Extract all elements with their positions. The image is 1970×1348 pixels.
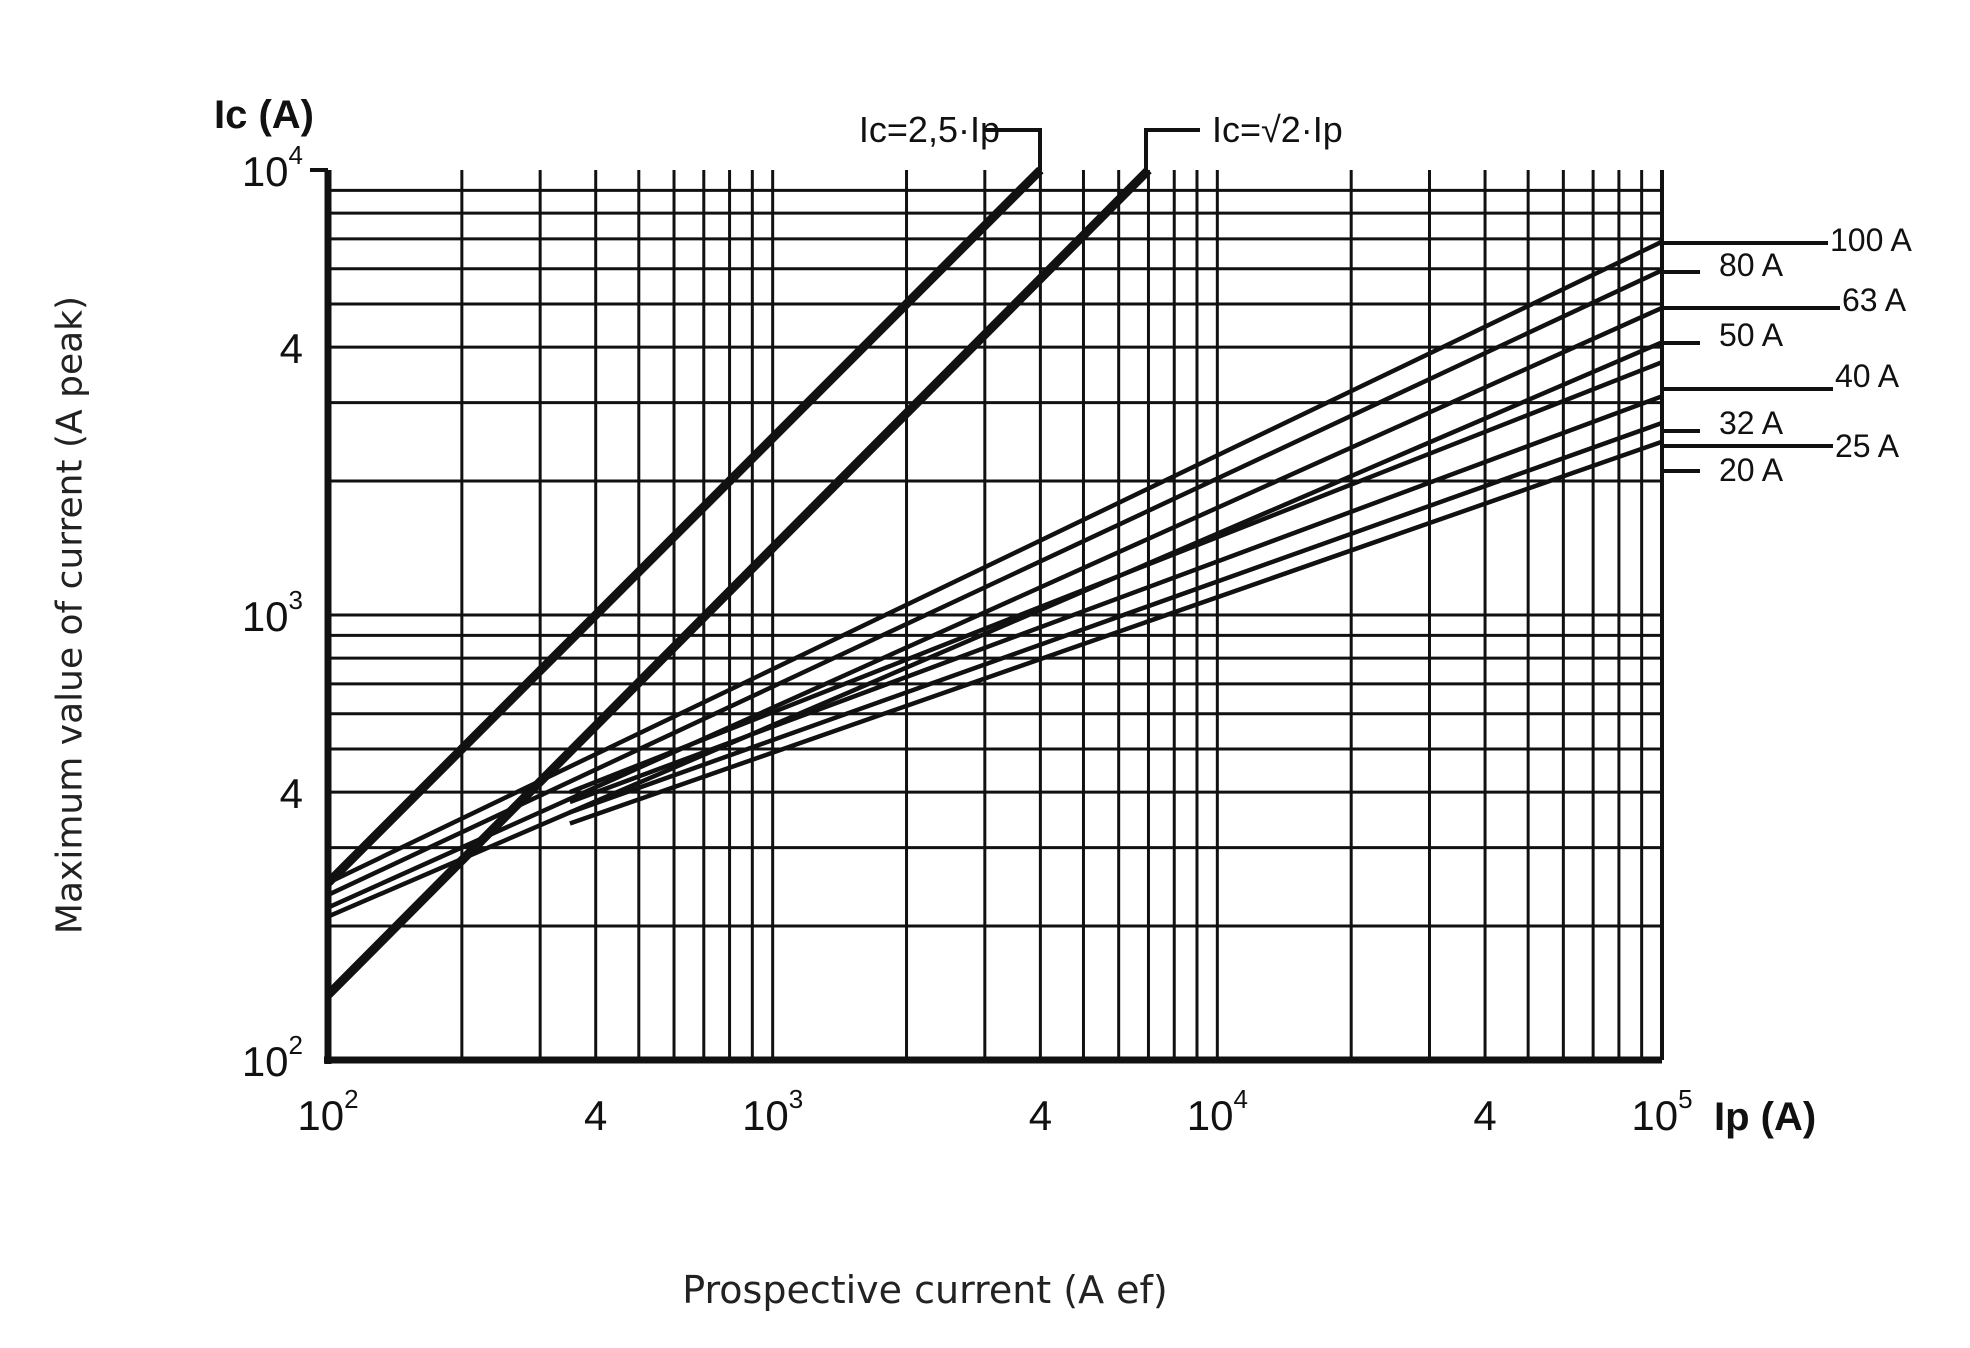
series-line-8 <box>569 420 1663 815</box>
series-line-1 <box>324 166 1152 999</box>
annotation-8: 25 A <box>1835 428 1900 464</box>
x-tick-label-0: 102 <box>297 1084 358 1139</box>
series-line-0 <box>324 166 1044 887</box>
x-tick-label-1: 4 <box>584 1092 607 1139</box>
series-line-9 <box>569 439 1663 826</box>
annotation-0: Ic=2,5·Ip <box>859 109 1000 150</box>
annotation-9: 20 A <box>1719 452 1784 488</box>
annotation-7: 32 A <box>1719 405 1784 441</box>
leader-0 <box>985 128 1042 170</box>
leader-1 <box>1144 128 1200 170</box>
series-line-3 <box>327 268 1663 897</box>
x-tick-label-6: 105 <box>1631 1084 1692 1139</box>
annotation-3: 80 A <box>1719 247 1784 283</box>
y-axis-name: Ic (A) <box>214 93 314 137</box>
y-tick-label-4: 104 <box>242 140 303 195</box>
annotation-2: 100 A <box>1830 222 1913 258</box>
series-line-5 <box>327 340 1663 919</box>
y-tick-label-3: 4 <box>280 325 303 372</box>
x-axis-name: Ip (A) <box>1714 1095 1816 1139</box>
annotation-4: 63 A <box>1842 282 1907 318</box>
series-lines <box>324 166 1663 999</box>
x-tick-label-4: 104 <box>1187 1084 1248 1139</box>
series-line-4 <box>327 305 1663 910</box>
series-line-7 <box>569 394 1663 805</box>
x-tick-label-2: 103 <box>742 1084 803 1139</box>
x-axis-label: Prospective current (A ef) <box>682 1268 1168 1312</box>
x-tick-label-3: 4 <box>1029 1092 1052 1139</box>
y-tick-label-2: 103 <box>242 585 303 640</box>
grid <box>328 170 1662 1060</box>
annotation-1: Ic=√2·Ip <box>1212 109 1343 150</box>
series-line-6 <box>569 360 1663 795</box>
x-tick-label-5: 4 <box>1473 1092 1496 1139</box>
series-line-2 <box>327 239 1663 885</box>
annotation-6: 40 A <box>1835 358 1900 394</box>
y-tick-label-0: 102 <box>242 1030 303 1085</box>
chart-labels: 102 4 103 4 104 102 4 103 4 104 4 105 Ic (A) Ip (A) Ic… <box>214 93 1913 1139</box>
label-leaders <box>985 128 1840 473</box>
y-axis-label: Maximum value of current (A peak) <box>49 295 91 935</box>
y-tick-label-1: 4 <box>280 770 303 817</box>
annotation-5: 50 A <box>1719 317 1784 353</box>
